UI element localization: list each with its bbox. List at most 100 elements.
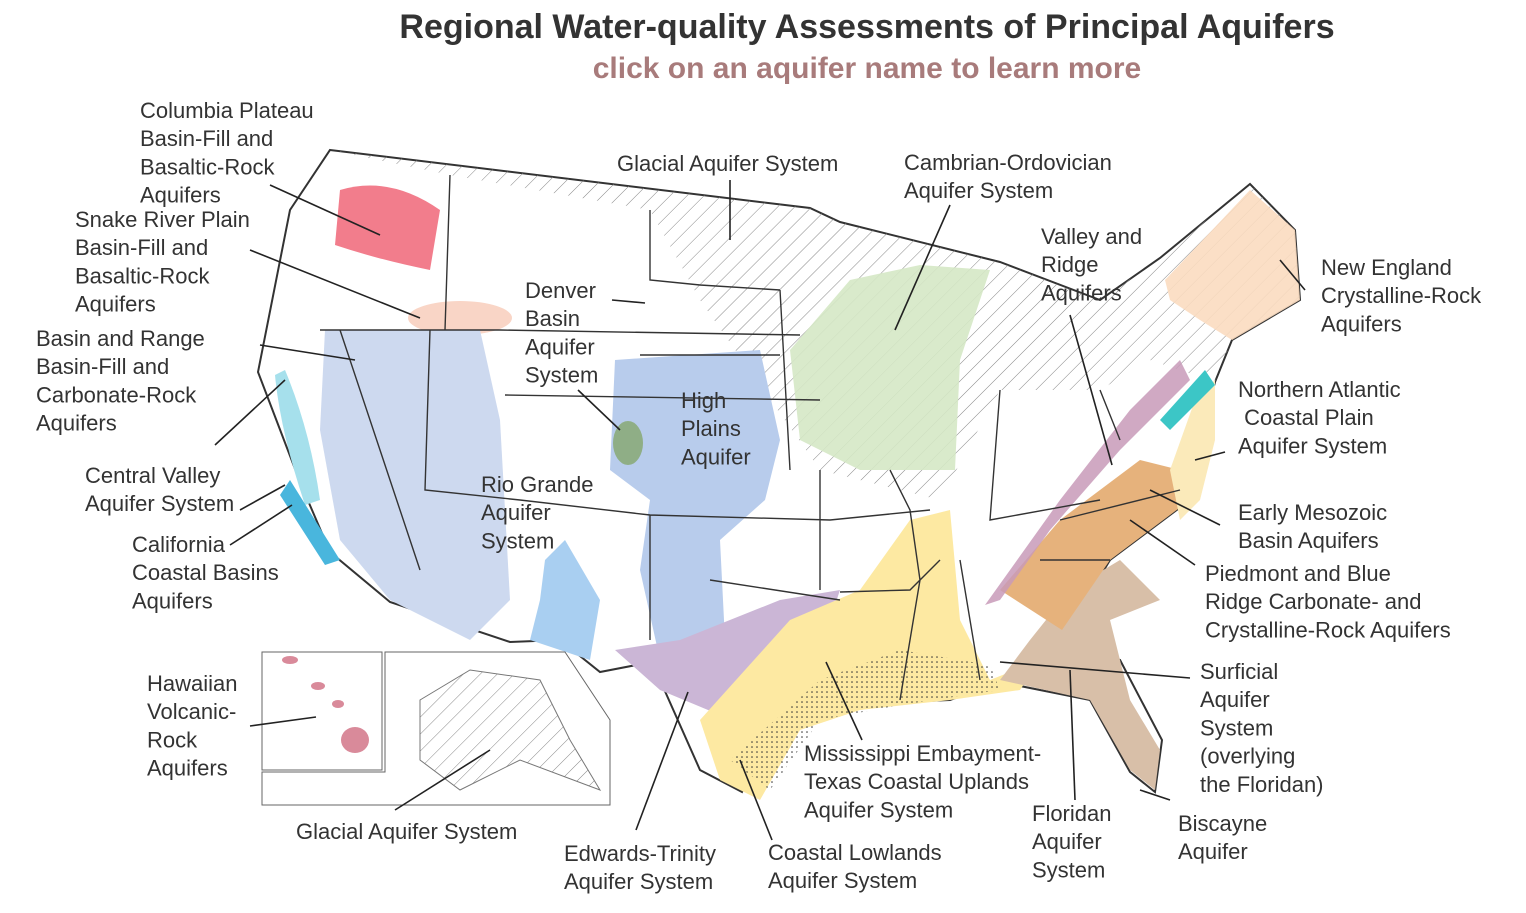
aquifer-link[interactable]: Glacial Aquifer System <box>296 819 517 844</box>
aquifer-label-line[interactable]: Aquifer <box>481 500 551 525</box>
aquifer-label-line[interactable]: Aquifer System <box>85 491 234 516</box>
aquifer-link[interactable]: Columbia Plateau Basin-Fill and Basaltic-R… <box>140 98 314 208</box>
aquifer-label-line[interactable]: Central Valley <box>85 463 220 488</box>
aquifer-label-line[interactable]: Aquifer <box>1200 687 1270 712</box>
aquifer-label-line[interactable]: Rio Grande <box>481 472 594 497</box>
aquifer-label-line[interactable]: New England <box>1321 255 1452 280</box>
aquifer-label-line[interactable]: System <box>1032 857 1105 882</box>
aquifer-label-line[interactable]: Carbonate-Rock <box>36 382 197 407</box>
leader-lines <box>214 180 1306 841</box>
aquifer-link[interactable]: High Plains Aquifer <box>681 388 751 470</box>
aquifer-link[interactable]: Central Valley Aquifer System <box>85 463 234 516</box>
california-coastal-area <box>280 480 340 565</box>
early-mesozoic-area <box>1160 370 1215 430</box>
aquifer-labels: Columbia Plateau Basin-Fill and Basaltic-R… <box>36 98 1482 894</box>
aquifer-label-line[interactable]: Aquifer System <box>804 797 953 822</box>
northern-atlantic-area <box>1170 380 1215 520</box>
aquifer-link[interactable]: Floridan Aquifer System <box>1032 801 1111 883</box>
aquifer-link[interactable]: Early Mesozoic Basin Aquifers <box>1238 500 1387 553</box>
aquifer-label-line[interactable]: California <box>132 532 226 557</box>
aquifer-label-line[interactable]: System <box>1200 715 1273 740</box>
aquifer-label-line[interactable]: Ridge <box>1041 252 1098 277</box>
aquifer-label-line[interactable]: Basin <box>525 306 580 331</box>
aquifer-link[interactable]: Edwards-Trinity Aquifer System <box>564 841 716 894</box>
aquifer-label-line[interactable]: Basin Aquifers <box>1238 528 1379 553</box>
aquifer-label-line[interactable]: Northern Atlantic <box>1238 377 1401 402</box>
aquifer-label-line[interactable]: System <box>525 363 598 388</box>
aquifer-label-line[interactable]: Crystalline-Rock Aquifers <box>1205 617 1451 642</box>
aquifer-label-line[interactable]: Texas Coastal Uplands <box>804 769 1029 794</box>
coastal-lowlands-area <box>730 650 1000 790</box>
aquifer-label-line[interactable]: Ridge Carbonate- and <box>1205 589 1421 614</box>
aquifer-label-line[interactable]: System <box>481 528 554 553</box>
aquifer-link[interactable]: Cambrian-Ordovician Aquifer System <box>904 150 1112 203</box>
aquifer-label-line[interactable]: High <box>681 388 726 413</box>
aquifer-label-line[interactable]: Basaltic-Rock <box>140 154 275 179</box>
aquifer-label-line[interactable]: Snake River Plain <box>75 207 250 232</box>
aquifer-label-line[interactable]: Aquifers <box>75 292 156 317</box>
aquifer-label-line[interactable]: Aquifer <box>525 334 595 359</box>
aquifer-label-line[interactable]: Floridan <box>1032 801 1111 826</box>
aquifer-label-line[interactable]: Glacial Aquifer System <box>617 151 838 176</box>
aquifer-link[interactable]: Rio Grande Aquifer System <box>481 472 594 554</box>
aquifer-label-line[interactable]: Glacial Aquifer System <box>296 819 517 844</box>
aquifer-link[interactable]: Hawaiian Volcanic- Rock Aquifers <box>147 671 238 781</box>
aquifer-label-line[interactable]: Basin-Fill and <box>140 126 273 151</box>
aquifer-label-line[interactable]: Hawaiian <box>147 671 238 696</box>
aquifer-label-line[interactable]: Plains <box>681 416 741 441</box>
aquifer-label-line[interactable]: Aquifers <box>147 756 228 781</box>
aquifer-label-line[interactable]: Aquifers <box>140 183 221 208</box>
alaska-inset <box>261 651 611 806</box>
aquifer-label-line[interactable]: Basin-Fill and <box>75 235 208 260</box>
aquifer-label-line[interactable]: Basin and Range <box>36 326 205 351</box>
aquifer-link[interactable]: California Coastal Basins Aquifers <box>132 532 279 614</box>
aquifer-label-line[interactable]: Basin-Fill and <box>36 354 169 379</box>
aquifer-link[interactable]: Mississippi Embayment- Texas Coastal Upla… <box>804 741 1041 823</box>
aquifer-label-line[interactable]: Mississippi Embayment- <box>804 741 1041 766</box>
aquifer-label-line[interactable]: Aquifer System <box>564 869 713 894</box>
aquifer-label-line[interactable]: Denver <box>525 278 596 303</box>
aquifer-label-line[interactable]: Aquifers <box>36 411 117 436</box>
basin-range-area <box>320 330 510 640</box>
aquifer-link[interactable]: Biscayne Aquifer <box>1178 811 1267 864</box>
aquifer-label-line[interactable]: Aquifers <box>1321 311 1402 336</box>
aquifer-label-line[interactable]: the Floridan) <box>1200 772 1324 797</box>
aquifer-label-line[interactable]: Aquifer <box>1178 839 1248 864</box>
aquifer-label-line[interactable]: Basaltic-Rock <box>75 263 210 288</box>
aquifer-label-line[interactable]: Piedmont and Blue <box>1205 561 1391 586</box>
aquifer-link[interactable]: Basin and Range Basin-Fill and Carbonate-R… <box>36 326 205 436</box>
aquifer-label-line[interactable]: Valley and <box>1041 224 1142 249</box>
aquifer-label-line[interactable]: Aquifer System <box>768 868 917 893</box>
aquifer-label-line[interactable]: (overlying <box>1200 744 1295 769</box>
piedmont-area <box>1000 460 1190 630</box>
aquifer-label-line[interactable]: Columbia Plateau <box>140 98 314 123</box>
aquifer-label-line[interactable]: Early Mesozoic <box>1238 500 1387 525</box>
aquifer-link[interactable]: Denver Basin Aquifer System <box>525 278 598 388</box>
aquifer-label-line[interactable]: Coastal Plain <box>1238 405 1374 430</box>
aquifer-link[interactable]: New England Crystalline-Rock Aquifers <box>1321 255 1482 337</box>
aquifer-label-line[interactable]: Crystalline-Rock <box>1321 283 1482 308</box>
aquifer-label-line[interactable]: Aquifer <box>681 444 751 469</box>
aquifer-label-line[interactable]: Coastal Basins <box>132 560 279 585</box>
aquifer-link[interactable]: Piedmont and Blue Ridge Carbonate- and Cry… <box>1205 561 1451 643</box>
aquifer-label-line[interactable]: Biscayne <box>1178 811 1267 836</box>
aquifer-label-line[interactable]: Rock <box>147 727 198 752</box>
aquifer-link[interactable]: Glacial Aquifer System <box>617 151 838 176</box>
aquifer-link[interactable]: Coastal Lowlands Aquifer System <box>768 840 942 893</box>
aquifer-label-line[interactable]: Aquifers <box>132 588 213 613</box>
aquifer-label-line[interactable]: Volcanic- <box>147 699 236 724</box>
aquifer-label-line[interactable]: Surficial <box>1200 659 1278 684</box>
aquifer-label-line[interactable]: Aquifer <box>1032 829 1102 854</box>
cambrian-area <box>790 265 990 470</box>
aquifer-label-line[interactable]: Edwards-Trinity <box>564 841 716 866</box>
aquifer-link[interactable]: Snake River Plain Basin-Fill and Basaltic-… <box>75 207 250 317</box>
aquifer-label-line[interactable]: Coastal Lowlands <box>768 840 942 865</box>
aquifer-label-line[interactable]: Aquifers <box>1041 280 1122 305</box>
title: Regional Water-quality Assessments of Pr… <box>399 8 1334 46</box>
aquifer-link[interactable]: Surficial Aquifer System (overlying the Flor… <box>1200 659 1324 797</box>
aquifer-link[interactable]: Northern Atlantic Coastal Plain Aquifer S… <box>1238 377 1401 459</box>
aquifer-link[interactable]: Valley and Ridge Aquifers <box>1041 224 1142 306</box>
aquifer-label-line[interactable]: Aquifer System <box>1238 433 1387 458</box>
aquifer-label-line[interactable]: Aquifer System <box>904 178 1053 203</box>
aquifer-label-line[interactable]: Cambrian-Ordovician <box>904 150 1112 175</box>
